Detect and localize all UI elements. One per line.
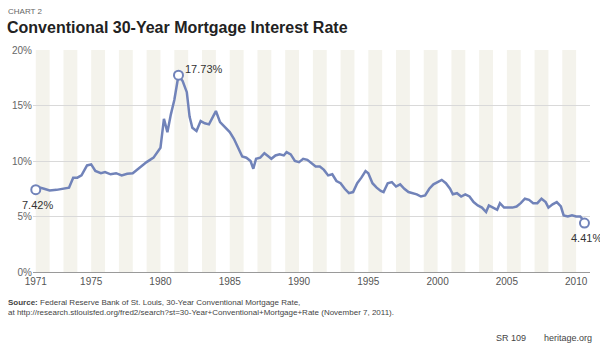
svg-text:1990: 1990	[288, 276, 311, 287]
svg-text:1995: 1995	[357, 276, 380, 287]
svg-text:0%: 0%	[18, 267, 33, 278]
svg-text:2010: 2010	[565, 276, 588, 287]
svg-text:SR 109: SR 109	[496, 333, 526, 343]
svg-text:17.73%: 17.73%	[185, 63, 223, 75]
svg-text:heritage.org: heritage.org	[544, 333, 592, 343]
svg-text:1985: 1985	[219, 276, 242, 287]
svg-text:1980: 1980	[149, 276, 172, 287]
svg-text:4.41%: 4.41%	[571, 232, 600, 244]
svg-text:20%: 20%	[12, 45, 32, 56]
svg-text:7.42%: 7.42%	[22, 199, 53, 211]
svg-text:CHART 2: CHART 2	[8, 7, 42, 16]
svg-text:2000: 2000	[426, 276, 449, 287]
svg-text:Source: Federal Reserve Bank o: Source: Federal Reserve Bank of St. Loui…	[8, 298, 394, 317]
svg-text:15%: 15%	[12, 100, 32, 111]
svg-text:10%: 10%	[12, 156, 32, 167]
svg-text:5%: 5%	[18, 211, 33, 222]
svg-text:Conventional 30-Year Mortgage: Conventional 30-Year Mortgage Interest R…	[7, 19, 348, 36]
svg-text:1975: 1975	[80, 276, 103, 287]
svg-text:2005: 2005	[496, 276, 519, 287]
svg-text:1971: 1971	[25, 276, 48, 287]
